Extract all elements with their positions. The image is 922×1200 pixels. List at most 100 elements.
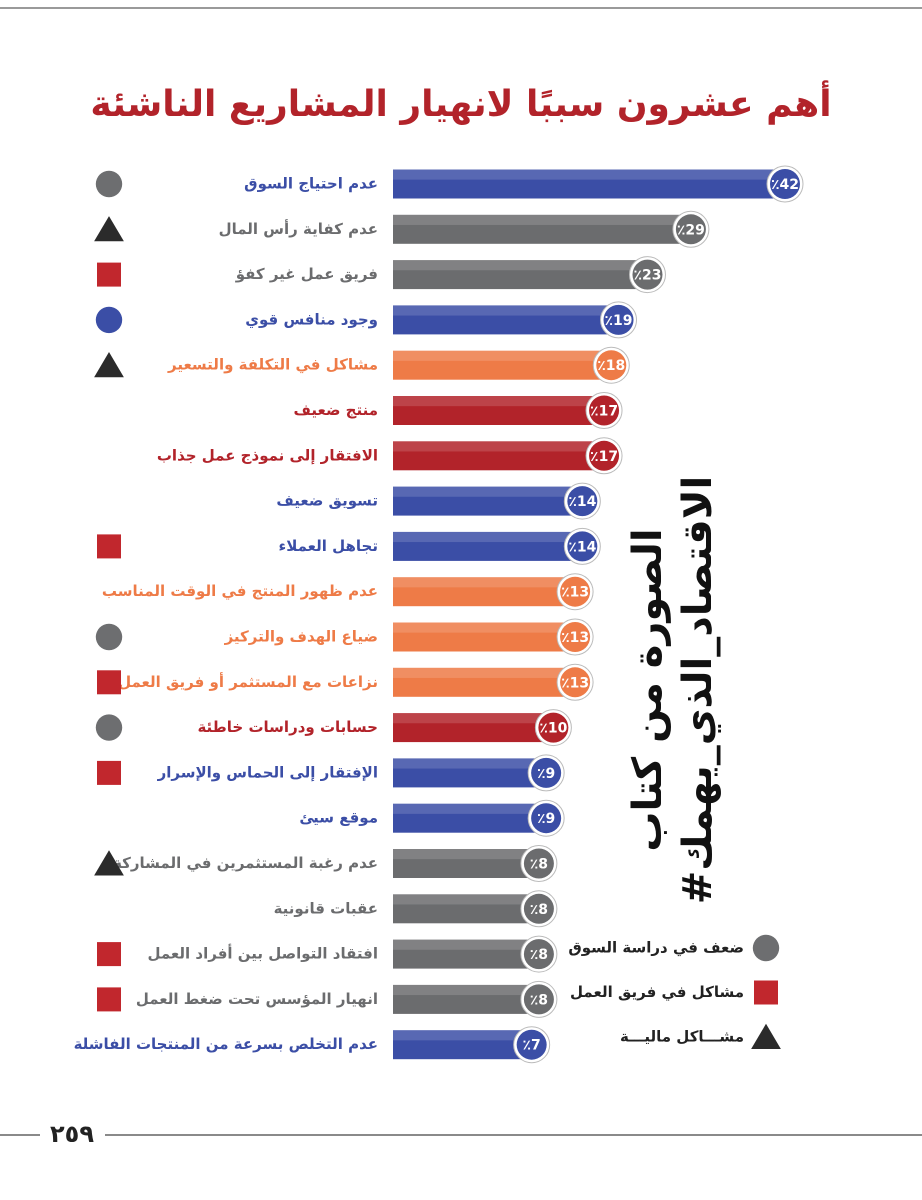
bar <box>393 849 539 878</box>
value-badge <box>516 1029 547 1060</box>
bar <box>393 803 547 833</box>
watermark: الصورة من كتاب <box>625 528 671 851</box>
bar <box>393 667 576 697</box>
category-marker <box>95 623 123 651</box>
value-label: ٪8 <box>530 947 548 963</box>
value-badge <box>523 893 554 924</box>
category-label: نزاعات مع المستثمر أو فريق العمل <box>118 672 378 691</box>
category-marker <box>97 760 121 785</box>
category-marker <box>94 850 124 876</box>
category-label: تسويق ضعيف <box>276 492 378 510</box>
category-label: عدم ظهور المنتج في الوقت المناسب <box>102 582 378 600</box>
value-badge <box>560 622 591 652</box>
value-label: ٪8 <box>530 857 548 873</box>
value-badge <box>632 259 663 290</box>
category-marker <box>97 670 121 695</box>
value-badge <box>770 169 800 199</box>
bar <box>393 350 612 380</box>
value-badge <box>560 667 591 698</box>
bar-shine <box>393 305 619 316</box>
category-label: منتج ضعيف <box>293 401 378 419</box>
category-marker <box>97 262 121 287</box>
legend-marker <box>754 980 778 1005</box>
category-label: افتقاد التواصل بين أفراد العمل <box>147 944 378 963</box>
bar-shine <box>393 713 554 724</box>
value-label: ٪10 <box>539 721 567 737</box>
value-label: ٪13 <box>561 675 589 691</box>
category-marker <box>95 306 123 334</box>
bar-shine <box>393 396 605 407</box>
legend-label: مشاكل في فريق العمل <box>570 983 744 1001</box>
value-badge <box>567 486 598 517</box>
legend-label: مشـــاكل ماليـــة <box>620 1028 744 1046</box>
value-label: ٪14 <box>568 539 596 555</box>
value-label: ٪19 <box>605 313 633 329</box>
value-label: ٪17 <box>590 404 618 420</box>
category-label: ضياع الهدف والتركيز <box>224 628 378 646</box>
value-label: ٪8 <box>530 992 548 1008</box>
category-label: حسابات ودراسات خاطئة <box>197 718 378 736</box>
value-label: ٪14 <box>568 494 596 510</box>
bar <box>393 622 576 652</box>
bar <box>393 577 576 607</box>
bar-shine <box>393 849 539 860</box>
category-label: انهيار المؤسس تحت ضغط العمل <box>136 990 378 1008</box>
category-marker <box>97 534 121 559</box>
category-label: وجود منافس قوي <box>245 310 378 329</box>
bar <box>393 260 648 290</box>
value-badge <box>538 712 569 743</box>
bar <box>393 984 539 1014</box>
category-label: عدم احتياج السوق <box>244 175 378 193</box>
bar-shine <box>393 169 785 180</box>
bar-shine <box>393 984 539 996</box>
bar <box>393 396 605 425</box>
category-label: الافتقار إلى نموذج عمل جذاب <box>157 446 378 464</box>
category-label: عدم رغبة المستثمرين في المشاركة <box>113 854 378 872</box>
category-label: عدم كفاية رأس المال <box>219 219 378 238</box>
page-number: ٢٥٩ <box>50 1120 94 1148</box>
legend-label: ضعف في دراسة السوق <box>568 939 744 957</box>
chart-title: أهم عشرون سببًا لانهيار المشاريع الناشئة <box>90 80 831 125</box>
watermark: #الاقتصاد_الذي_يهمك <box>675 476 721 904</box>
value-label: ٪13 <box>561 630 589 646</box>
value-label: ٪23 <box>633 268 661 284</box>
value-badge <box>523 984 554 1015</box>
bar-shine <box>393 577 576 588</box>
value-label: ٪9 <box>537 766 555 782</box>
bar <box>393 486 583 516</box>
value-badge <box>567 531 598 562</box>
bar <box>393 531 583 561</box>
bar <box>393 758 547 788</box>
category-marker <box>95 714 123 741</box>
bar-shine <box>393 441 605 452</box>
bar-shine <box>393 667 576 678</box>
value-badge <box>523 939 554 970</box>
bar <box>393 169 785 199</box>
bar-shine <box>393 803 547 814</box>
category-marker <box>97 942 121 967</box>
bar-shine <box>393 622 576 633</box>
bar <box>393 1030 532 1060</box>
value-label: ٪7 <box>523 1038 541 1054</box>
category-marker <box>94 352 124 378</box>
category-marker <box>97 987 121 1012</box>
category-marker <box>94 216 124 242</box>
bar-shine <box>393 350 612 361</box>
value-badge <box>589 395 620 426</box>
bar-shine <box>393 486 583 497</box>
category-label: فريق عمل غير كفؤ <box>235 265 378 283</box>
bar <box>393 713 554 743</box>
category-marker <box>95 170 123 198</box>
bar-shine <box>393 894 539 905</box>
value-badge <box>596 350 627 381</box>
value-badge <box>531 803 562 834</box>
category-label: مشاكل في التكلفة والتسعير <box>167 356 378 374</box>
bar <box>393 894 539 924</box>
value-label: ٪18 <box>597 358 625 374</box>
bar-shine <box>393 260 648 271</box>
value-badge <box>531 757 562 788</box>
value-label: ٪17 <box>590 449 618 465</box>
legend-marker <box>751 1023 781 1049</box>
bar-shine <box>393 1030 532 1041</box>
value-badge <box>523 848 554 879</box>
